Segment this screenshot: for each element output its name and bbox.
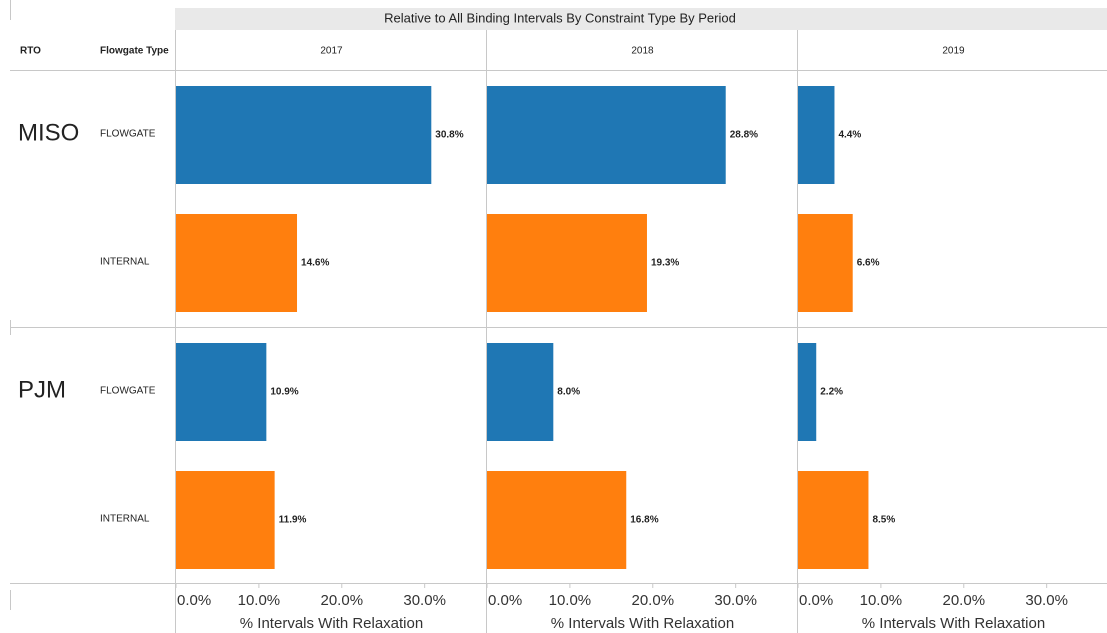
value-label: 8.0% — [557, 387, 580, 398]
value-label: 6.6% — [857, 258, 880, 269]
value-label: 8.5% — [872, 515, 895, 526]
value-label: 11.9% — [279, 515, 307, 526]
value-label: 30.8% — [435, 130, 463, 141]
chart-title: Relative to All Binding Intervals By Con… — [384, 10, 736, 25]
bar — [176, 343, 267, 441]
bar — [798, 471, 869, 569]
x-tick-label: 20.0% — [943, 592, 986, 609]
value-label: 28.8% — [730, 130, 758, 141]
bar — [487, 214, 647, 312]
x-tick-label: 0.0% — [799, 592, 833, 609]
row-header: RTO — [20, 46, 41, 57]
bar — [798, 86, 835, 184]
bar — [176, 471, 275, 569]
x-tick-label: 30.0% — [403, 592, 446, 609]
x-tick-label: 20.0% — [632, 592, 675, 609]
value-label: 19.3% — [651, 258, 679, 269]
x-tick-label: 30.0% — [1025, 592, 1068, 609]
category-header: Flowgate Type — [100, 46, 169, 57]
category-label: FLOWGATE — [100, 386, 156, 397]
bar — [487, 471, 627, 569]
group-label: PJM — [18, 376, 66, 403]
value-label: 16.8% — [630, 515, 658, 526]
x-tick-label: 20.0% — [321, 592, 364, 609]
value-label: 14.6% — [301, 258, 329, 269]
bar — [798, 343, 817, 441]
category-label: FLOWGATE — [100, 129, 156, 140]
title-bar — [175, 8, 1107, 30]
bar — [798, 214, 853, 312]
x-axis-title: % Intervals With Relaxation — [862, 615, 1045, 632]
value-label: 4.4% — [838, 130, 861, 141]
group-label: MISO — [18, 119, 79, 146]
bar — [176, 86, 432, 184]
category-label: INTERNAL — [100, 257, 150, 268]
column-header: 2019 — [942, 46, 965, 57]
value-label: 2.2% — [820, 387, 843, 398]
column-header: 2017 — [320, 46, 343, 57]
column-header: 2018 — [631, 46, 654, 57]
x-tick-label: 0.0% — [488, 592, 522, 609]
bar — [176, 214, 298, 312]
x-tick-label: 10.0% — [238, 592, 281, 609]
x-axis-title: % Intervals With Relaxation — [240, 615, 423, 632]
frame — [10, 0, 1107, 633]
x-tick-label: 0.0% — [177, 592, 211, 609]
value-label: 10.9% — [270, 387, 298, 398]
x-tick-label: 10.0% — [549, 592, 592, 609]
x-tick-label: 30.0% — [714, 592, 757, 609]
bar — [487, 86, 726, 184]
category-label: INTERNAL — [100, 514, 150, 525]
x-axis-title: % Intervals With Relaxation — [551, 615, 734, 632]
bar — [487, 343, 554, 441]
x-tick-label: 10.0% — [860, 592, 903, 609]
